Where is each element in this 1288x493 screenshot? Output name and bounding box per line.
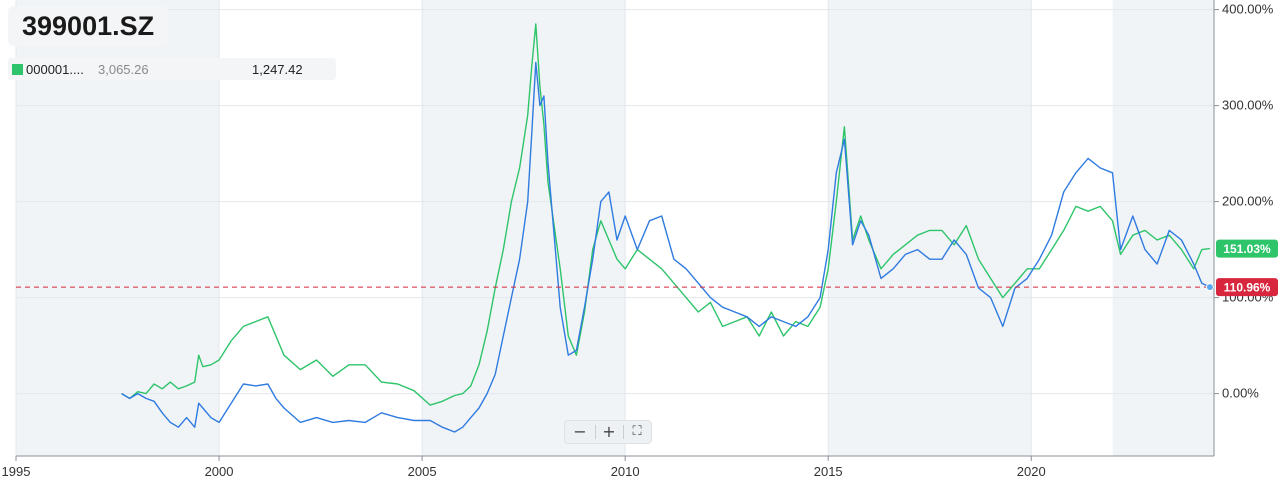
x-tick-label: 2020 xyxy=(1017,464,1046,479)
x-tick-label: 1995 xyxy=(2,464,31,479)
zoom-divider xyxy=(623,425,624,439)
grid-lines xyxy=(15,0,1214,456)
legend-row[interactable]: 000001.... 3,065.26 1,247.42 xyxy=(8,58,336,80)
fullscreen-icon[interactable]: ⛶ xyxy=(632,424,642,439)
zoom-controls: − + ⛶ xyxy=(564,420,652,444)
series-line-2 xyxy=(121,61,1211,433)
x-tick-label: 2005 xyxy=(408,464,437,479)
x-tick-label: 2000 xyxy=(205,464,234,479)
shaded-band xyxy=(828,0,1032,456)
x-axis: 1995 2000 2005 2010 2015 2020 xyxy=(2,455,1214,479)
reference-line xyxy=(16,283,1214,292)
y-tick-label: 200.00% xyxy=(1222,194,1274,209)
reference-label-bg xyxy=(1216,278,1278,297)
y-tick-label: 300.00% xyxy=(1222,98,1274,113)
x-tick-label: 2015 xyxy=(814,464,843,479)
y-axis: 0.00%100.00%200.00%300.00%400.00% xyxy=(1213,0,1274,456)
end-labels: 151.03% 110.96% xyxy=(1216,239,1278,297)
x-tick-label: 2010 xyxy=(611,464,640,479)
series-lines xyxy=(121,23,1211,433)
legend-value-primary: 1,247.42 xyxy=(252,62,303,77)
series-end-label: 151.03% xyxy=(1223,242,1271,256)
series-end-label-bg xyxy=(1216,239,1278,258)
y-tick-label: 400.00% xyxy=(1222,2,1274,17)
series-line-1 xyxy=(121,23,1210,406)
legend-swatch xyxy=(12,64,23,75)
ticker-title: 399001.SZ xyxy=(8,6,169,46)
legend-value-secondary: 3,065.26 xyxy=(98,62,149,77)
zoom-divider xyxy=(595,425,596,439)
series-end-marker xyxy=(1205,283,1214,292)
zoom-in-button[interactable]: + xyxy=(602,422,616,441)
legend-series-name: 000001.... xyxy=(26,62,84,77)
zoom-out-button[interactable]: − xyxy=(573,422,587,441)
reference-label: 110.96% xyxy=(1224,281,1271,295)
y-tick-label: 0.00% xyxy=(1222,386,1259,401)
shaded-band xyxy=(1112,0,1214,456)
